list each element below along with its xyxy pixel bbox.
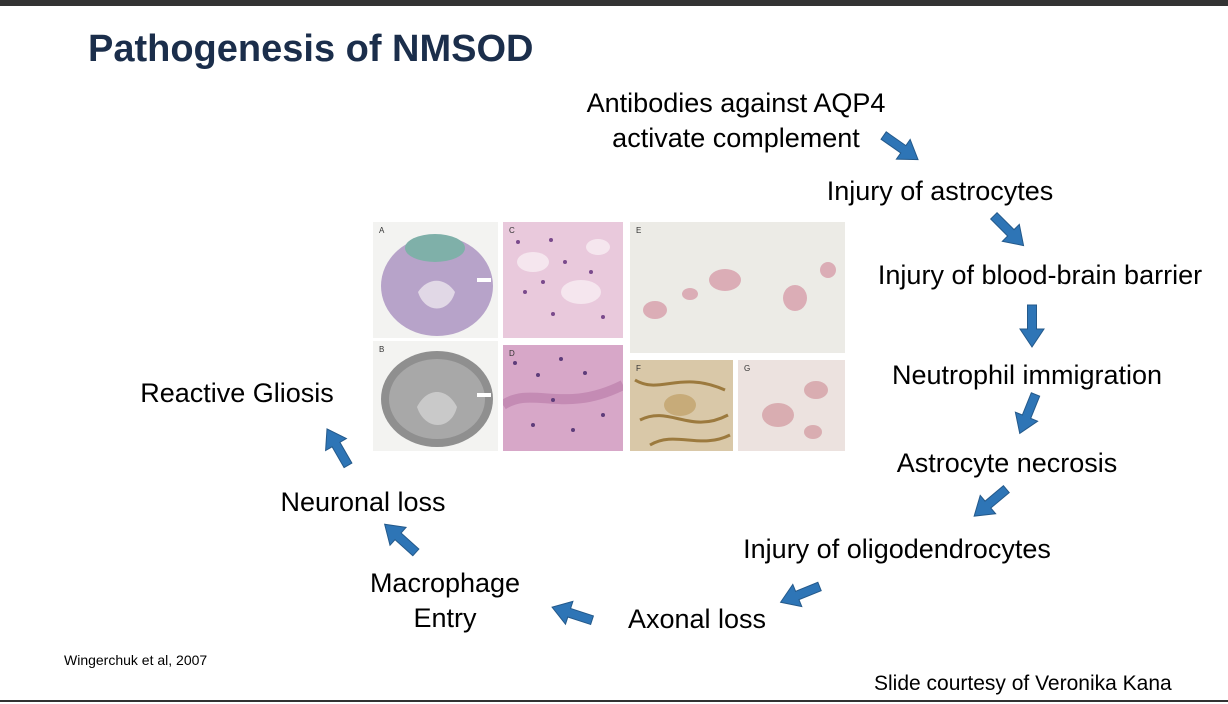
arrow-necrosis-to-oligodendrocytes xyxy=(965,479,1015,526)
histology-panel-g: G xyxy=(738,360,845,451)
histology-panel-f: F xyxy=(630,360,733,451)
step-injury-bbb: Injury of blood-brain barrier xyxy=(878,258,1202,293)
spinal-cord-stain-a xyxy=(381,234,493,336)
tissue-stain-d xyxy=(503,357,623,432)
step-injury-astrocytes-label: Injury of astrocytes xyxy=(826,176,1054,206)
histology-panel-e: E xyxy=(630,222,845,353)
step-astrocyte-necrosis: Astrocyte necrosis xyxy=(897,446,1118,481)
citation: Wingerchuk et al, 2007 xyxy=(64,652,208,668)
step-antibodies-line1: Antibodies against AQP4 xyxy=(586,88,886,118)
arrow-macrophage-to-neuronal xyxy=(376,514,425,562)
slide-title: Pathogenesis of NMSOD xyxy=(88,28,534,70)
step-neuronal-loss: Neuronal loss xyxy=(280,485,445,520)
top-border xyxy=(0,0,1228,6)
histology-panel-b: B xyxy=(373,341,498,451)
step-axonal-loss-label: Axonal loss xyxy=(627,604,767,634)
slide-courtesy: Slide courtesy of Veronika Kana xyxy=(874,672,1172,695)
step-antibodies-line2: activate complement xyxy=(612,123,860,153)
immunostain-f xyxy=(634,378,731,447)
step-neutrophil-label: Neutrophil immigration xyxy=(891,360,1163,390)
immunostain-g xyxy=(762,381,828,439)
step-astrocyte-necrosis-label: Astrocyte necrosis xyxy=(896,448,1118,478)
step-neutrophil: Neutrophil immigration xyxy=(892,358,1162,393)
step-injury-bbb-label: Injury of blood-brain barrier xyxy=(877,260,1203,290)
arrow-astrocytes-to-bbb xyxy=(984,206,1033,255)
panel-label-b: B xyxy=(379,345,385,354)
step-injury-oligodendrocytes-label: Injury of oligodendrocytes xyxy=(743,534,1051,564)
step-macrophage-line2: Entry xyxy=(413,603,477,633)
arrow-antibodies-to-astrocytes xyxy=(876,125,926,170)
arrow-neuronal-to-gliosis xyxy=(316,422,359,472)
immunostain-e xyxy=(643,262,836,319)
tissue-stain-c xyxy=(516,238,610,319)
step-macrophage-line1: Macrophage xyxy=(369,568,521,598)
step-injury-oligodendrocytes: Injury of oligodendrocytes xyxy=(743,532,1051,567)
panel-label-a: A xyxy=(379,226,385,235)
panel-label-e: E xyxy=(636,226,642,235)
step-reactive-gliosis: Reactive Gliosis xyxy=(140,376,334,411)
panel-label-g: G xyxy=(744,364,751,373)
spinal-cord-stain-b xyxy=(381,351,493,447)
histology-panel-c: C xyxy=(503,222,623,338)
panel-label-c: C xyxy=(509,226,515,235)
arrow-oligodendrocytes-to-axonal xyxy=(775,574,825,614)
step-antibodies: Antibodies against AQP4 activate complem… xyxy=(587,86,886,156)
arrow-neutrophil-to-necrosis xyxy=(1008,389,1048,439)
panel-label-d: D xyxy=(509,349,515,358)
step-reactive-gliosis-label: Reactive Gliosis xyxy=(140,378,334,408)
histology-panel-d: D xyxy=(503,345,623,451)
bottom-border xyxy=(0,700,1228,702)
panel-label-f: F xyxy=(636,364,641,373)
step-injury-astrocytes: Injury of astrocytes xyxy=(827,174,1054,209)
arrow-axonal-to-macrophage xyxy=(547,595,597,633)
histology-panel-a: A xyxy=(373,222,498,338)
step-neuronal-loss-label: Neuronal loss xyxy=(280,487,446,517)
step-axonal-loss: Axonal loss xyxy=(628,602,766,637)
step-macrophage-entry: Macrophage Entry xyxy=(370,566,520,636)
arrow-bbb-to-neutrophil xyxy=(1019,304,1045,348)
